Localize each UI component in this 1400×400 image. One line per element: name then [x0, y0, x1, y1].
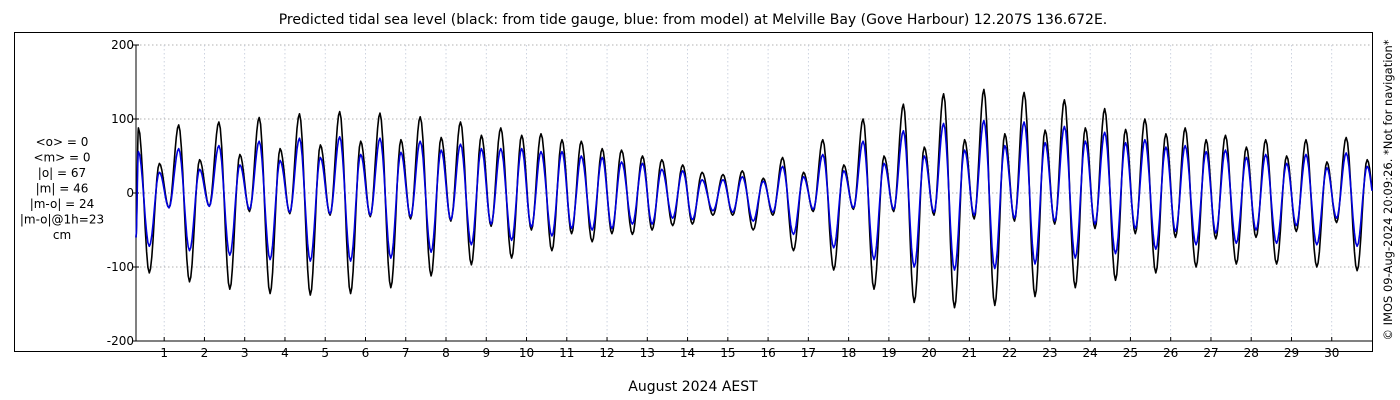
x-tick-label: 3 [241, 346, 249, 360]
x-tick-label: 26 [1163, 346, 1178, 360]
model-series-line [135, 119, 1373, 271]
x-tick-label: 18 [841, 346, 856, 360]
x-tick-label: 8 [442, 346, 450, 360]
x-tick-label: 12 [599, 346, 614, 360]
stat-line: |m| = 46 [36, 182, 89, 196]
x-tick-label: 22 [1002, 346, 1017, 360]
x-tick-label: 30 [1324, 346, 1339, 360]
x-tick-label: 16 [760, 346, 775, 360]
x-tick-label: 14 [680, 346, 695, 360]
stat-line: |m-o|@1h=23 [20, 213, 104, 227]
x-tick-label: 17 [801, 346, 816, 360]
x-tick-label: 7 [402, 346, 410, 360]
y-tick-label: 100 [111, 112, 134, 126]
grid [136, 44, 1372, 341]
chart-title: Predicted tidal sea level (black: from t… [279, 12, 1108, 28]
x-tick-label: 9 [482, 346, 490, 360]
x-tick-label: 27 [1203, 346, 1218, 360]
x-tick-label: 20 [921, 346, 936, 360]
y-tick-label: -100 [107, 260, 134, 274]
figure-frame [14, 32, 1373, 352]
stat-line: <o> = 0 [36, 135, 89, 149]
y-tick-label: 200 [111, 38, 134, 52]
x-tick-label: 23 [1042, 346, 1057, 360]
stats-panel: <o> = 0 <m> = 0|o| = 67 |m| = 46|m-o| = 24… [20, 135, 104, 242]
x-tick-label: 6 [362, 346, 370, 360]
x-tick-label: 25 [1123, 346, 1138, 360]
y-tick-label: -200 [107, 334, 134, 348]
copyright-text: © IMOS 09-Aug-2024 20:09:26. *Not for na… [1381, 39, 1395, 340]
x-tick-label: 4 [281, 346, 289, 360]
x-tick-label: 1 [160, 346, 168, 360]
stat-line: <m> = 0 [33, 151, 90, 165]
stat-line: cm [53, 228, 71, 242]
x-tick-label: 13 [640, 346, 655, 360]
x-tick-label: 11 [559, 346, 574, 360]
observed-series-line [135, 88, 1373, 309]
x-tick-label: 28 [1244, 346, 1259, 360]
x-tick-label: 24 [1083, 346, 1098, 360]
y-tick-label: 0 [126, 186, 134, 200]
x-tick-label: 15 [720, 346, 735, 360]
x-tick-label: 19 [881, 346, 896, 360]
x-axis-label: August 2024 AEST [628, 379, 758, 395]
x-tick-label: 21 [962, 346, 977, 360]
x-tick-label: 10 [519, 346, 534, 360]
x-tick-label: 5 [321, 346, 329, 360]
x-tick-label: 29 [1284, 346, 1299, 360]
x-tick-label: 2 [201, 346, 209, 360]
series [135, 88, 1373, 309]
stat-line: |o| = 67 [38, 166, 86, 180]
stat-line: |m-o| = 24 [30, 197, 95, 211]
